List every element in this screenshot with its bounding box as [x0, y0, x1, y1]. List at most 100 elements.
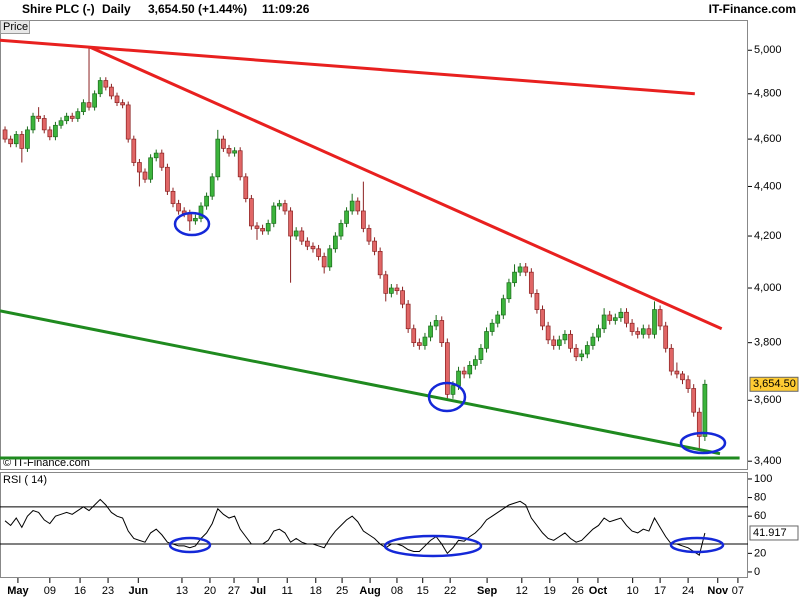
candle-body [389, 287, 394, 294]
y-tick-label: 3,800 [754, 337, 782, 349]
header-bar [0, 0, 800, 20]
y-tick-label: 4,400 [754, 180, 782, 192]
candle-body [450, 385, 456, 395]
candle-body [467, 364, 473, 375]
candle-body [534, 293, 540, 310]
candle-body [422, 336, 428, 346]
candle-body [165, 166, 170, 192]
candle-body [456, 370, 461, 386]
candle-body [663, 325, 669, 349]
rsi-line [4, 498, 706, 557]
candle-body [237, 150, 243, 178]
candle-body [41, 118, 47, 131]
candle-body [366, 228, 372, 242]
candle-body [528, 271, 534, 294]
x-tick-label: 24 [682, 585, 694, 597]
x-tick-label: 10 [627, 585, 639, 597]
x-tick-label: Oct [589, 585, 608, 597]
trend-line [89, 45, 723, 331]
candle-body [584, 345, 590, 355]
x-tick-label: 27 [228, 585, 240, 597]
candle-body [120, 102, 125, 106]
candle-body [53, 124, 58, 138]
candle-body [92, 93, 97, 108]
candle-body [344, 210, 349, 224]
candle-body [540, 309, 545, 327]
candle-body [271, 205, 277, 224]
candle-body [439, 320, 445, 344]
candle-body [36, 115, 41, 119]
candle-body [148, 157, 153, 180]
last-value-label: 41.917 [753, 527, 787, 539]
candle-body [209, 176, 215, 197]
highlight-ellipse [669, 536, 725, 554]
candle-body [562, 333, 568, 341]
credit: © IT-Finance.com [3, 457, 90, 469]
candle-body [484, 331, 489, 349]
candle-body [545, 325, 551, 341]
x-tick-label: 19 [544, 585, 556, 597]
candle-body [685, 379, 691, 389]
candle-body [282, 203, 288, 212]
candle-body [657, 309, 663, 327]
candle-body [159, 152, 165, 168]
candle-body [444, 342, 450, 395]
candle-body [142, 171, 148, 180]
x-tick-label: 11 [282, 585, 293, 597]
candle-body [506, 282, 512, 300]
highlight-ellipse [173, 211, 211, 237]
candle-body [254, 225, 260, 229]
candle-body [265, 223, 271, 232]
candle-body [618, 311, 624, 319]
candle-body [417, 342, 422, 346]
x-tick-label: 26 [572, 585, 584, 597]
candle-body [702, 383, 708, 437]
highlight-ellipse [427, 381, 467, 413]
candle-body [349, 200, 355, 212]
candle-body [400, 290, 405, 305]
candle-body [19, 134, 25, 149]
candle-body [232, 150, 237, 154]
x-tick-label: 15 [417, 585, 429, 597]
candle-body [25, 129, 30, 149]
candle-body [674, 370, 680, 375]
candle-body [377, 251, 383, 276]
x-tick-label: 23 [102, 585, 114, 597]
candle-body [153, 152, 159, 159]
candle-body [668, 347, 674, 372]
y-tick-label: 3,600 [754, 394, 782, 406]
candle-body [47, 129, 53, 138]
candle-body [13, 134, 19, 145]
candle-body [249, 198, 254, 227]
y-tick-label: 5,000 [754, 44, 782, 56]
candle-body [624, 311, 629, 324]
candle-body [696, 411, 702, 437]
candle-body [646, 328, 652, 335]
candle-body [523, 266, 529, 273]
trend-line [0, 309, 721, 456]
trend-line [0, 38, 695, 96]
x-tick-label: 22 [444, 585, 456, 597]
candle-body [596, 328, 601, 338]
candle-body [573, 347, 579, 358]
x-tick-label: 12 [516, 585, 528, 597]
highlight-ellipse [383, 534, 483, 558]
x-tick-label: 07 [732, 585, 744, 597]
price-label: Price [3, 21, 28, 33]
candle-body [361, 210, 366, 229]
x-tick-label: 25 [336, 585, 348, 597]
last-value-box [749, 376, 799, 392]
x-tick-label: 08 [391, 585, 403, 597]
candle-body [299, 230, 305, 242]
y-tick-label: 3,400 [754, 455, 782, 467]
rsi-panel [0, 472, 748, 578]
candle-body [131, 138, 137, 163]
candle-body [305, 240, 310, 247]
x-tick-label: 18 [310, 585, 322, 597]
candle-body [260, 228, 265, 232]
y-tick-label: 4,000 [754, 282, 782, 294]
candle-body [310, 245, 316, 250]
candle-body [428, 325, 433, 338]
candle-body [58, 120, 64, 126]
